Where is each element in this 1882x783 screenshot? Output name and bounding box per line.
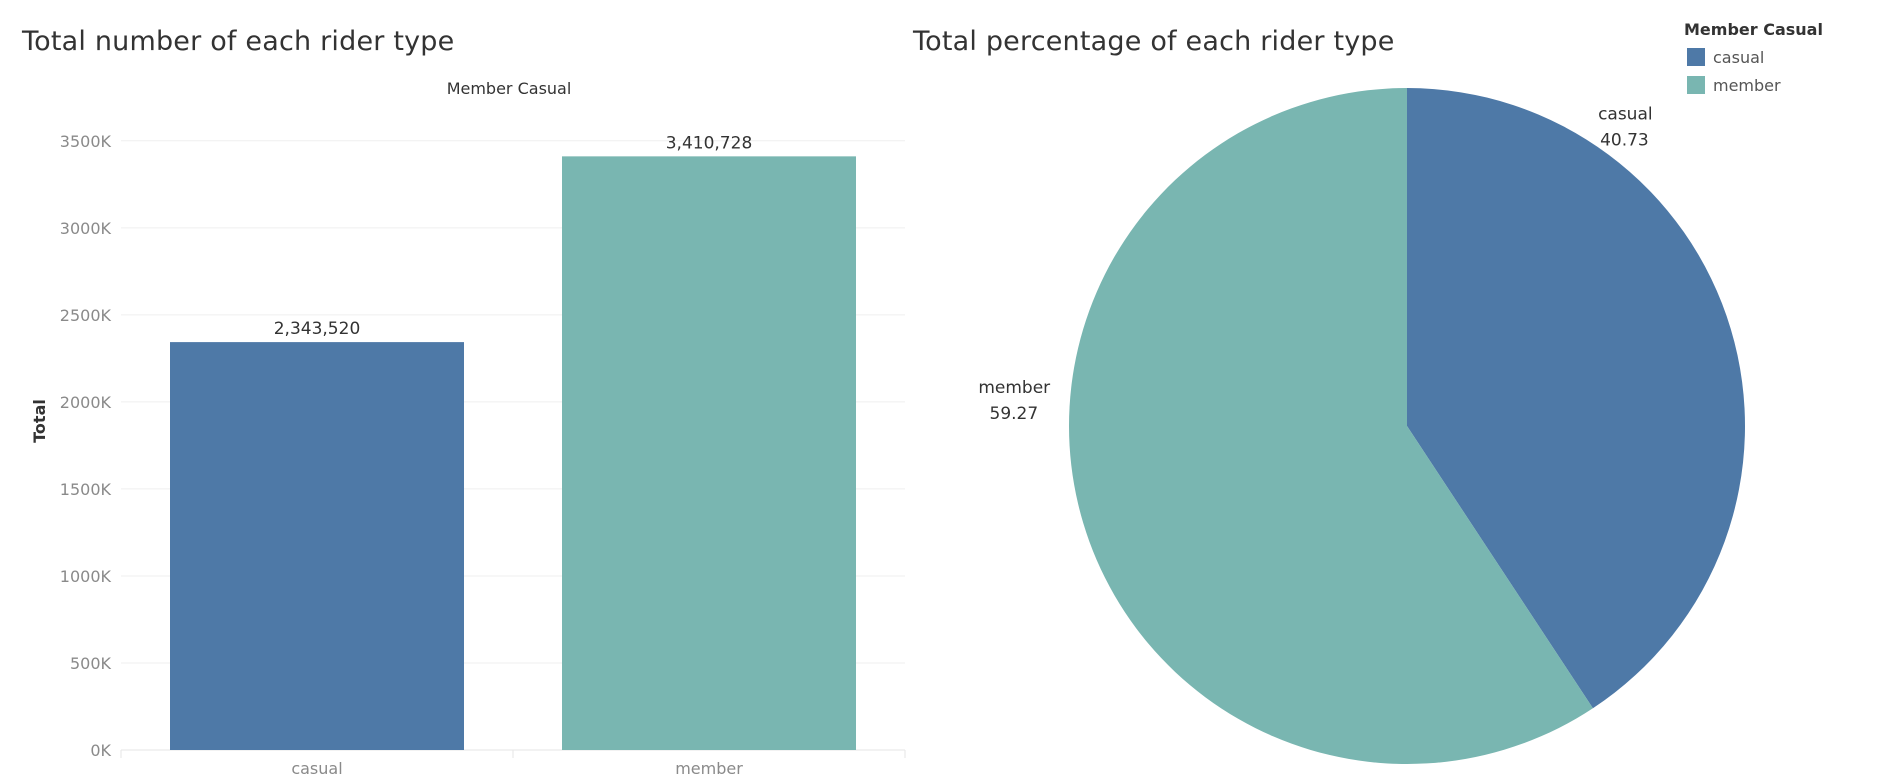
pie-slice-casual[interactable] <box>1407 88 1746 709</box>
x-axis-ticks: casual member <box>291 759 743 778</box>
y-tick-label: 500K <box>70 654 112 673</box>
pie-label-value-casual: 40.73 <box>1600 130 1649 150</box>
legend-title: Member Casual <box>1684 20 1823 39</box>
pie-label-category-casual: casual <box>1598 104 1653 124</box>
bars <box>170 156 856 750</box>
y-tick-label: 1000K <box>60 567 112 586</box>
bar-value-label-casual: 2,343,520 <box>274 319 361 339</box>
y-tick-label: 1500K <box>60 480 112 499</box>
y-tick-label: 3000K <box>60 219 112 238</box>
pie-slices <box>1069 88 1746 764</box>
bar-member[interactable] <box>562 156 856 750</box>
y-axis-title: Total <box>30 399 49 443</box>
legend-swatch-casual <box>1687 48 1705 66</box>
legend-item-casual[interactable]: casual <box>1684 43 1823 71</box>
bar-value-label-member: 3,410,728 <box>666 133 753 153</box>
pie-chart: casual 40.73 member 59.27 <box>978 88 1746 764</box>
legend-item-member[interactable]: member <box>1684 71 1823 99</box>
bar-chart: Member Casual Total 0K 500K 1000K 1500K 2000… <box>30 79 906 778</box>
x-tick-label-member: member <box>675 759 743 778</box>
x-tick-label-casual: casual <box>291 759 342 778</box>
bar-casual[interactable] <box>170 342 464 750</box>
bar-chart-title: Total number of each rider type <box>22 26 455 57</box>
legend: Member Casual casual member <box>1684 20 1823 99</box>
y-tick-label: 2500K <box>60 306 112 325</box>
bar-value-labels: 2,343,520 3,410,728 <box>274 133 753 339</box>
legend-swatch-member <box>1687 76 1705 94</box>
pie-label-category-member: member <box>978 378 1050 398</box>
pie-slice-labels: casual 40.73 member 59.27 <box>978 104 1652 424</box>
pie-chart-title: Total percentage of each rider type <box>913 26 1395 57</box>
pie-label-value-member: 59.27 <box>990 404 1039 424</box>
legend-label-casual: casual <box>1713 47 1765 67</box>
y-tick-label: 3500K <box>60 132 112 151</box>
pie-slice-member[interactable] <box>1069 88 1593 764</box>
legend-label-member: member <box>1713 75 1781 95</box>
y-tick-label: 2000K <box>60 393 112 412</box>
y-tick-label: 0K <box>90 741 111 760</box>
bar-chart-column-header: Member Casual <box>447 79 572 98</box>
y-axis-ticks: 0K 500K 1000K 1500K 2000K 2500K 3000K 3500K <box>60 132 112 760</box>
